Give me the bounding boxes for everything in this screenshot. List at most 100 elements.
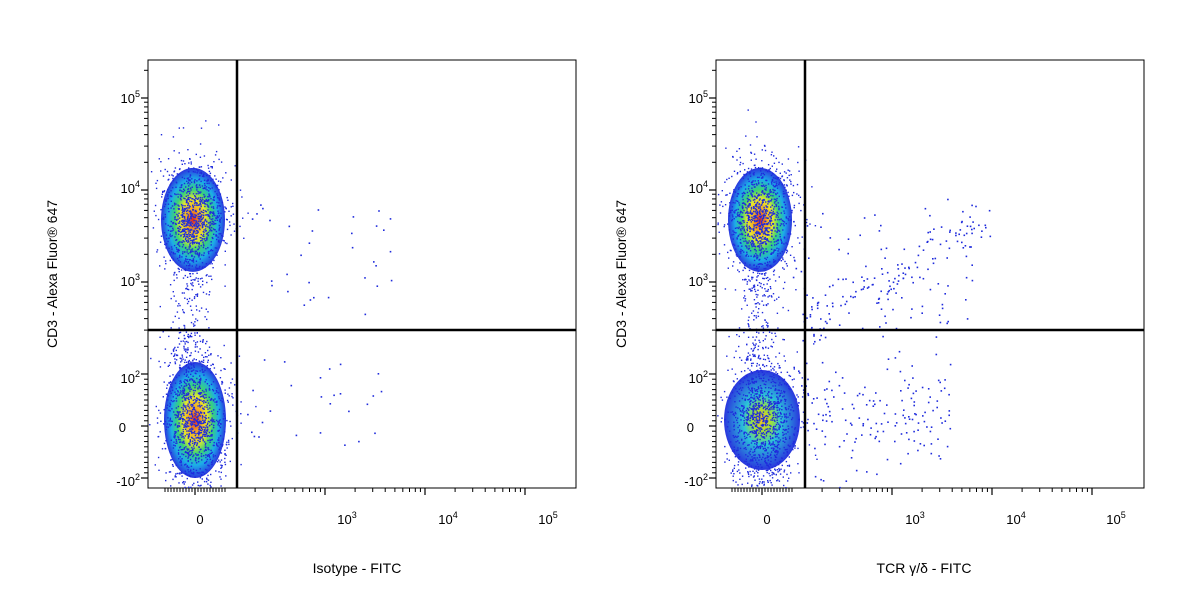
event-dot [757,241,759,243]
event-dot [184,423,186,425]
event-dot [218,425,221,427]
event-dot [183,361,186,364]
event-dot [199,172,201,174]
event-dot [199,228,201,231]
event-dot [759,232,761,235]
event-dot [767,406,769,408]
event-dot [779,460,781,463]
event-dot [186,411,189,413]
event-dot [169,417,172,419]
event-dot [741,216,743,218]
event-dot [743,424,745,426]
event-dot [191,248,194,250]
event-dot [220,452,223,454]
event-dot [749,204,751,207]
event-dot [178,233,180,235]
event-dot [762,475,765,477]
event-dot [767,303,769,305]
event-dot [186,207,188,209]
event-dot [192,416,194,418]
event-dot [748,433,750,435]
event-dot [751,408,753,410]
event-dot [172,187,174,189]
event-dot [737,245,739,247]
event-dot [749,235,751,238]
event-dot [206,435,208,437]
event-dot [194,216,196,218]
event-dot [754,454,756,456]
event-dot [205,379,207,381]
event-dot [192,406,195,409]
event-dot [772,449,775,451]
event-dot [784,403,786,405]
event-dot [770,482,772,484]
event-dot [740,370,743,373]
event-dot [720,201,723,203]
event-dot [751,189,754,192]
event-dot [199,387,201,389]
event-dot [770,241,772,243]
event-dot [185,233,188,236]
event-dot [737,417,739,419]
event-dot [757,195,759,197]
event-dot [780,260,782,262]
event-dot [791,379,794,381]
event-dot [195,268,197,270]
event-dot [753,153,756,155]
event-dot [786,249,788,251]
event-dot [809,223,811,225]
event-dot [763,216,765,218]
event-dot [754,405,757,407]
event-dot [777,471,779,473]
event-dot [737,227,740,230]
event-dot [190,187,192,189]
event-dot [186,249,188,251]
event-dot [764,214,766,217]
event-dot [743,331,745,334]
event-dot [922,415,924,417]
event-dot [198,436,200,439]
event-dot [737,453,740,456]
event-dot [197,424,199,426]
event-dot [198,399,201,402]
event-dot [923,444,925,447]
event-dot [756,239,758,242]
event-dot [215,252,217,254]
event-dot [764,192,766,195]
event-dot [195,153,197,156]
event-dot [773,454,776,456]
event-dot [762,399,764,401]
event-dot [734,202,736,204]
event-dot [216,207,218,209]
event-dot [187,230,189,232]
event-dot [820,318,822,320]
event-dot [192,360,194,362]
event-dot [181,207,184,209]
event-dot [773,186,775,188]
event-dot [737,193,739,195]
event-dot [327,296,330,299]
event-dot [776,185,778,187]
event-dot [801,236,803,238]
event-dot [204,433,206,436]
event-dot [203,421,205,423]
event-dot [207,359,209,361]
event-dot [165,200,167,202]
event-dot [898,350,901,353]
event-dot [187,449,189,451]
event-dot [202,359,205,361]
event-dot [763,437,766,439]
event-dot [785,449,787,451]
event-dot [195,453,197,455]
event-dot [790,409,792,411]
event-dot [754,355,756,358]
event-dot [751,181,754,183]
event-dot [760,170,762,172]
event-dot [748,380,750,382]
event-dot [166,384,169,386]
event-dot [194,344,197,346]
event-dot [177,204,179,206]
event-dot [742,207,744,210]
event-dot [230,179,232,181]
event-dot [206,182,208,185]
